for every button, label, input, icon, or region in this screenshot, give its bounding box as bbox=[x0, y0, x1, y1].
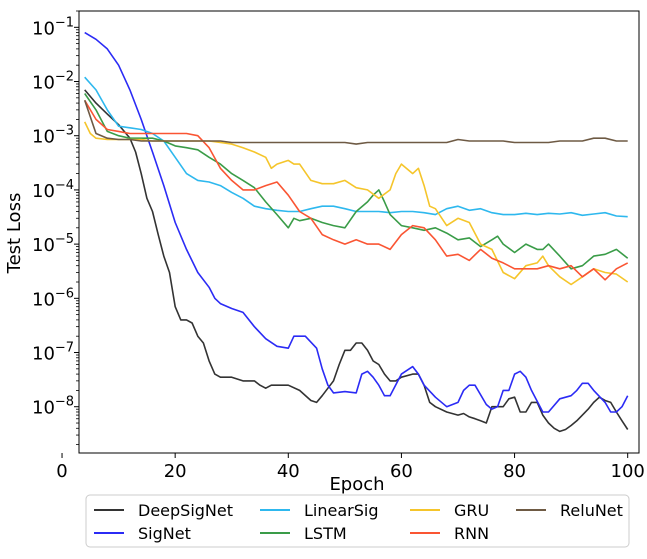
series-line-gru bbox=[83, 121, 629, 286]
legend-label-deepsignet: DeepSigNet bbox=[138, 501, 233, 520]
legend-label-rnn: RNN bbox=[454, 524, 489, 543]
legend-label-linearsig: LinearSig bbox=[304, 501, 378, 520]
y-tick-label: 10−3 bbox=[32, 124, 74, 148]
series-line-deepsignet bbox=[84, 89, 629, 433]
y-tick-label: 10−5 bbox=[32, 232, 74, 256]
y-tick-label: 10−2 bbox=[32, 70, 74, 94]
x-tick-label: 60 bbox=[390, 461, 413, 482]
legend-box bbox=[85, 494, 630, 548]
x-tick-label: 40 bbox=[277, 461, 300, 482]
x-tick-label: 20 bbox=[164, 461, 187, 482]
series-line-lstm bbox=[84, 93, 629, 270]
x-tick-label: 0 bbox=[56, 461, 67, 482]
series-line-relunet bbox=[83, 100, 628, 145]
y-tick-label: 10−1 bbox=[32, 15, 74, 39]
legend-label-gru: GRU bbox=[454, 501, 489, 520]
legend-label-relunet: ReluNet bbox=[560, 501, 623, 520]
y-tick-label: 10−6 bbox=[32, 286, 74, 310]
y-tick-label: 10−7 bbox=[32, 341, 74, 365]
y-axis-label: Test Loss bbox=[4, 193, 25, 275]
y-tick-label: 10−4 bbox=[32, 178, 74, 202]
legend: DeepSigNet SigNet LinearSig LSTM GRU RNN ReluN… bbox=[85, 494, 630, 548]
x-tick-label: 100 bbox=[611, 461, 645, 482]
x-tick-label: 80 bbox=[503, 461, 526, 482]
legend-label-signet: SigNet bbox=[138, 524, 191, 543]
legend-label-lstm: LSTM bbox=[304, 524, 347, 543]
plot-frame bbox=[78, 10, 640, 454]
y-tick-label: 10−8 bbox=[32, 395, 74, 419]
series-line-signet bbox=[84, 31, 629, 413]
series-line-rnn bbox=[84, 99, 629, 281]
x-axis-label: Epoch bbox=[329, 474, 384, 495]
